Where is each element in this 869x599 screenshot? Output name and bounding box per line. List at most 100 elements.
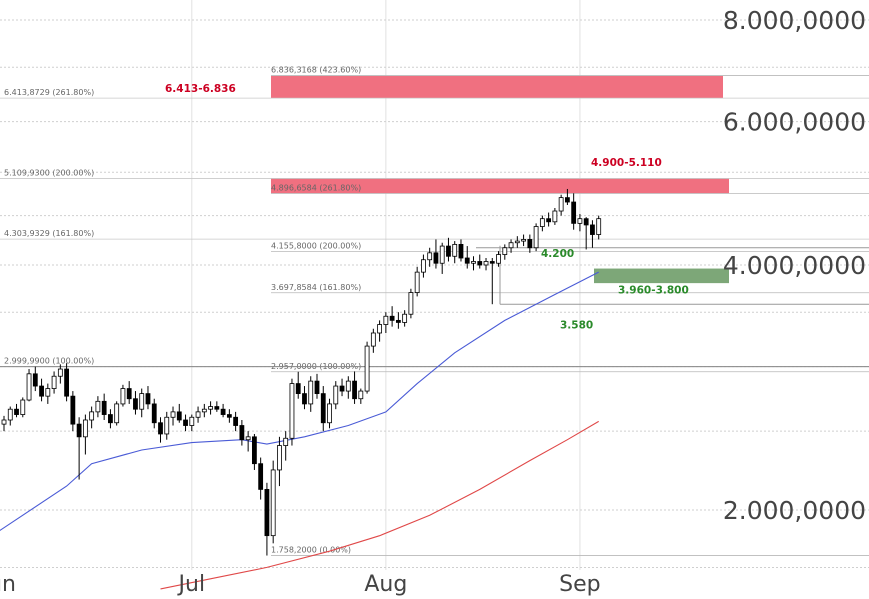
candle-down xyxy=(251,436,257,465)
candle-up xyxy=(26,373,32,401)
candle-down xyxy=(590,224,595,235)
candle-down xyxy=(14,408,19,415)
candle-up xyxy=(170,411,176,418)
level-label: 3.580 xyxy=(560,320,593,332)
candle-up xyxy=(245,436,251,441)
candle-up xyxy=(496,254,501,264)
candle-up xyxy=(57,368,63,377)
candle-down xyxy=(70,395,76,425)
candle-up xyxy=(308,380,314,405)
candle-up xyxy=(333,385,339,405)
candle-down xyxy=(571,201,577,224)
candle-up xyxy=(283,437,289,446)
price-zone xyxy=(594,268,729,284)
x-tick-label: Jun xyxy=(0,572,16,597)
candle-down xyxy=(145,393,151,405)
candle-down xyxy=(39,385,44,397)
moving-average-red xyxy=(160,420,599,590)
x-tick-label: Jul xyxy=(177,572,206,597)
candle-down xyxy=(352,380,357,400)
candle-down xyxy=(565,197,570,203)
y-tick-label: 2.000,0000 xyxy=(723,496,866,525)
candle-up xyxy=(408,292,414,315)
candle-down xyxy=(314,380,320,395)
x-tick-label: Aug xyxy=(364,572,407,597)
candle-down xyxy=(64,368,69,397)
candle-up xyxy=(45,388,51,397)
candle-up xyxy=(327,403,332,424)
candle-down xyxy=(226,414,232,418)
candle-down xyxy=(389,315,395,321)
zone-labels: 6.413-6.836 4.900-5.110 3.960-3.800 4.200 3.… xyxy=(165,83,689,332)
zone-label: 6.413-6.836 xyxy=(165,83,236,95)
candle-up xyxy=(114,403,120,424)
candle-down xyxy=(302,393,307,405)
candle-up xyxy=(20,399,26,415)
fib-label: 6.413,8729 (261.80%) xyxy=(4,88,94,97)
candle-up xyxy=(514,240,520,244)
zone-label: 3.960-3.800 xyxy=(618,285,689,297)
candle-up xyxy=(277,445,282,471)
candle-up xyxy=(471,261,476,264)
candles xyxy=(1,188,602,556)
candle-down xyxy=(101,400,107,415)
candle-down xyxy=(76,423,82,438)
candle-up xyxy=(51,375,57,389)
candle-up xyxy=(345,380,351,392)
fib-label: 4.896,6584 (261.80%) xyxy=(271,184,361,193)
candle-up xyxy=(358,390,364,400)
candle-down xyxy=(477,261,483,266)
candle-up xyxy=(377,324,383,334)
candle-up xyxy=(164,416,170,435)
candle-up xyxy=(558,197,564,212)
candle-down xyxy=(583,218,589,226)
candle-up xyxy=(533,226,539,249)
candle-down xyxy=(176,411,182,421)
candle-up xyxy=(521,239,526,242)
candle-down xyxy=(126,388,132,400)
candle-down xyxy=(220,408,226,415)
candle-up xyxy=(508,242,514,249)
candle-up xyxy=(552,210,558,223)
candle-down xyxy=(458,244,464,259)
candle-up xyxy=(370,332,376,347)
candle-down xyxy=(395,319,401,323)
candle-up xyxy=(439,245,445,264)
candle-up xyxy=(82,419,88,438)
candle-down xyxy=(158,422,163,435)
price-zone xyxy=(271,178,729,194)
x-tick-label: Sep xyxy=(559,572,600,597)
candle-down xyxy=(151,403,157,424)
candle-up xyxy=(483,261,489,266)
candle-down xyxy=(233,416,239,426)
candle-up xyxy=(596,218,602,235)
candle-up xyxy=(539,218,545,227)
candle-up xyxy=(201,408,207,413)
zone-label: 4.900-5.110 xyxy=(591,157,662,169)
candle-up xyxy=(452,244,458,257)
fib-label: 5.109,9300 (200.00%) xyxy=(4,168,94,177)
candle-up xyxy=(195,411,201,418)
candle-up xyxy=(402,313,408,323)
candle-down xyxy=(546,218,552,223)
candle-up xyxy=(427,252,433,261)
candle-up xyxy=(89,411,95,421)
candle-down xyxy=(108,414,113,424)
candle-down xyxy=(339,385,345,392)
candle-up xyxy=(364,345,370,392)
candle-down xyxy=(489,261,495,264)
candle-down xyxy=(433,252,439,264)
target-zones xyxy=(271,75,729,284)
candle-down xyxy=(239,425,245,441)
fib-label: 4.303,9329 (161.80%) xyxy=(4,229,94,238)
candle-up xyxy=(95,400,101,413)
axes: 8.000,0000 6.000,0000 4.000,0000 2.000,0000… xyxy=(0,6,866,597)
candle-up xyxy=(7,408,13,421)
candle-up xyxy=(208,406,213,410)
candle-down xyxy=(214,406,220,410)
candle-down xyxy=(295,383,301,395)
candle-up xyxy=(139,393,145,410)
candle-up xyxy=(120,388,126,405)
